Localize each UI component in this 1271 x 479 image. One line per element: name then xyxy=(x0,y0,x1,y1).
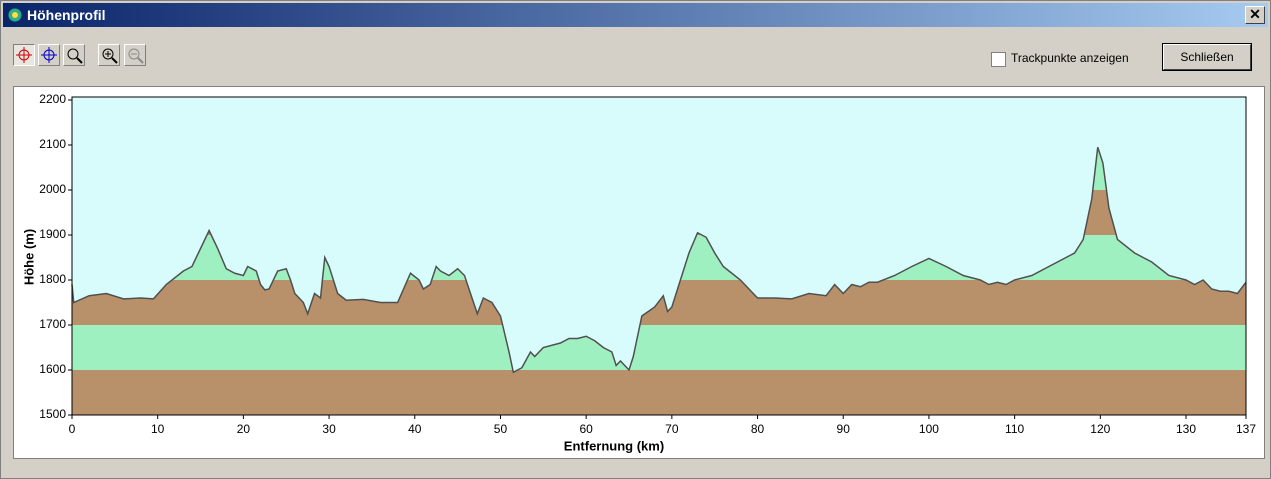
y-tick-label: 1700 xyxy=(39,317,66,331)
y-tick-label: 2200 xyxy=(39,92,66,106)
y-tick-label: 1600 xyxy=(39,362,66,376)
chart: Entfernung (km) Höhe (m) 1500 1600 1700 180… xyxy=(13,86,1265,459)
tool-zoom-out[interactable] xyxy=(124,44,146,66)
close-icon[interactable]: ✕ xyxy=(1245,6,1265,24)
y-tick-label: 1900 xyxy=(39,227,66,241)
tool-select-red[interactable] xyxy=(13,44,35,66)
x-tick-label: 60 xyxy=(579,422,593,436)
y-tick-label: 2000 xyxy=(39,182,66,196)
elevation-band xyxy=(72,325,1246,370)
elevation-band xyxy=(72,370,1246,415)
window-title: Höhenprofil xyxy=(27,7,106,23)
tool-zoom-in[interactable] xyxy=(98,44,120,66)
plot-frame xyxy=(71,96,1247,416)
x-tick-label: 0 xyxy=(69,422,76,436)
tool-zoom-area[interactable] xyxy=(63,44,85,66)
checkbox-label[interactable]: Trackpunkte anzeigen xyxy=(1011,51,1129,65)
x-axis-label: Entfernung (km) xyxy=(564,438,664,453)
x-tick-label: 90 xyxy=(837,422,851,436)
y-axis-label: Höhe (m) xyxy=(21,229,36,285)
x-tick-label: 10 xyxy=(151,422,165,436)
y-tick-label: 2100 xyxy=(39,137,66,151)
checkbox[interactable] xyxy=(991,52,1006,67)
tool-select-blue[interactable] xyxy=(38,44,60,66)
x-tick-label: 100 xyxy=(919,422,939,436)
x-tick-label: 40 xyxy=(408,422,422,436)
x-tick-label: 137 xyxy=(1236,422,1256,436)
y-tick-label: 1500 xyxy=(39,407,66,421)
y-tick-label: 1800 xyxy=(39,272,66,286)
x-tick-label: 20 xyxy=(237,422,251,436)
x-tick-label: 130 xyxy=(1176,422,1196,436)
x-tick-label: 110 xyxy=(1005,422,1024,436)
x-tick-label: 30 xyxy=(322,422,336,436)
profile-line xyxy=(71,147,1247,374)
x-tick-label: 120 xyxy=(1090,422,1110,436)
close-button[interactable]: Schließen xyxy=(1162,43,1252,71)
title-bar: Höhenprofil ✕ xyxy=(3,3,1268,27)
x-tick-label: 70 xyxy=(665,422,679,436)
x-tick-label: 80 xyxy=(751,422,765,436)
x-tick-label: 50 xyxy=(494,422,508,436)
app-icon xyxy=(7,7,23,23)
